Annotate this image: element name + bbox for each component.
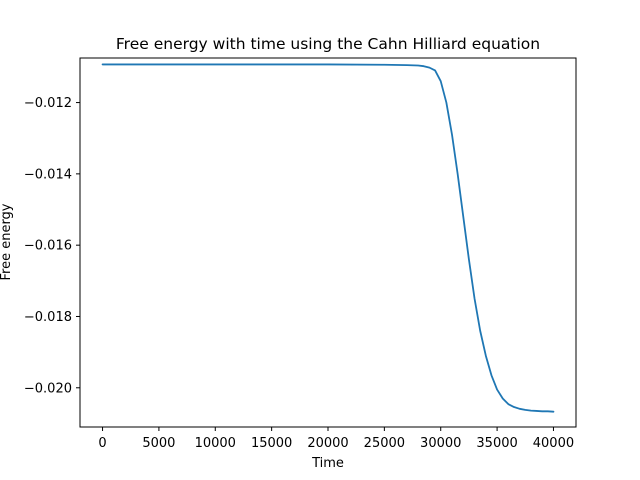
x-tick-label: 40000 xyxy=(533,436,574,451)
x-tick-label: 35000 xyxy=(476,436,517,451)
series-group xyxy=(101,63,555,413)
x-tick-label: 5000 xyxy=(142,436,175,451)
x-tick-label: 20000 xyxy=(307,436,348,451)
x-tick-label: 10000 xyxy=(195,436,236,451)
plot-frame xyxy=(79,57,577,428)
x-tick-label: 0 xyxy=(98,436,106,451)
y-tick-label: −0.018 xyxy=(24,310,72,325)
x-axis-label: Time xyxy=(311,456,344,471)
x-axis: 0 5000 10000 15000 20000 25000 30000 35000 40000 xyxy=(98,427,574,451)
x-tick-label: 25000 xyxy=(364,436,405,451)
chart-title: Free energy with time using the Cahn Hil… xyxy=(116,35,540,53)
y-axis: −0.012 −0.014 −0.016 −0.018 −0.020 xyxy=(24,96,80,396)
x-tick-label: 15000 xyxy=(251,436,292,451)
y-tick-label: −0.014 xyxy=(24,167,72,182)
y-tick-label: −0.016 xyxy=(24,239,72,254)
series-line-0 xyxy=(101,63,555,413)
y-axis-label: Free energy xyxy=(0,203,14,280)
x-tick-label: 30000 xyxy=(420,436,461,451)
y-tick-label: −0.020 xyxy=(24,381,72,396)
y-tick-label: −0.012 xyxy=(24,96,72,111)
